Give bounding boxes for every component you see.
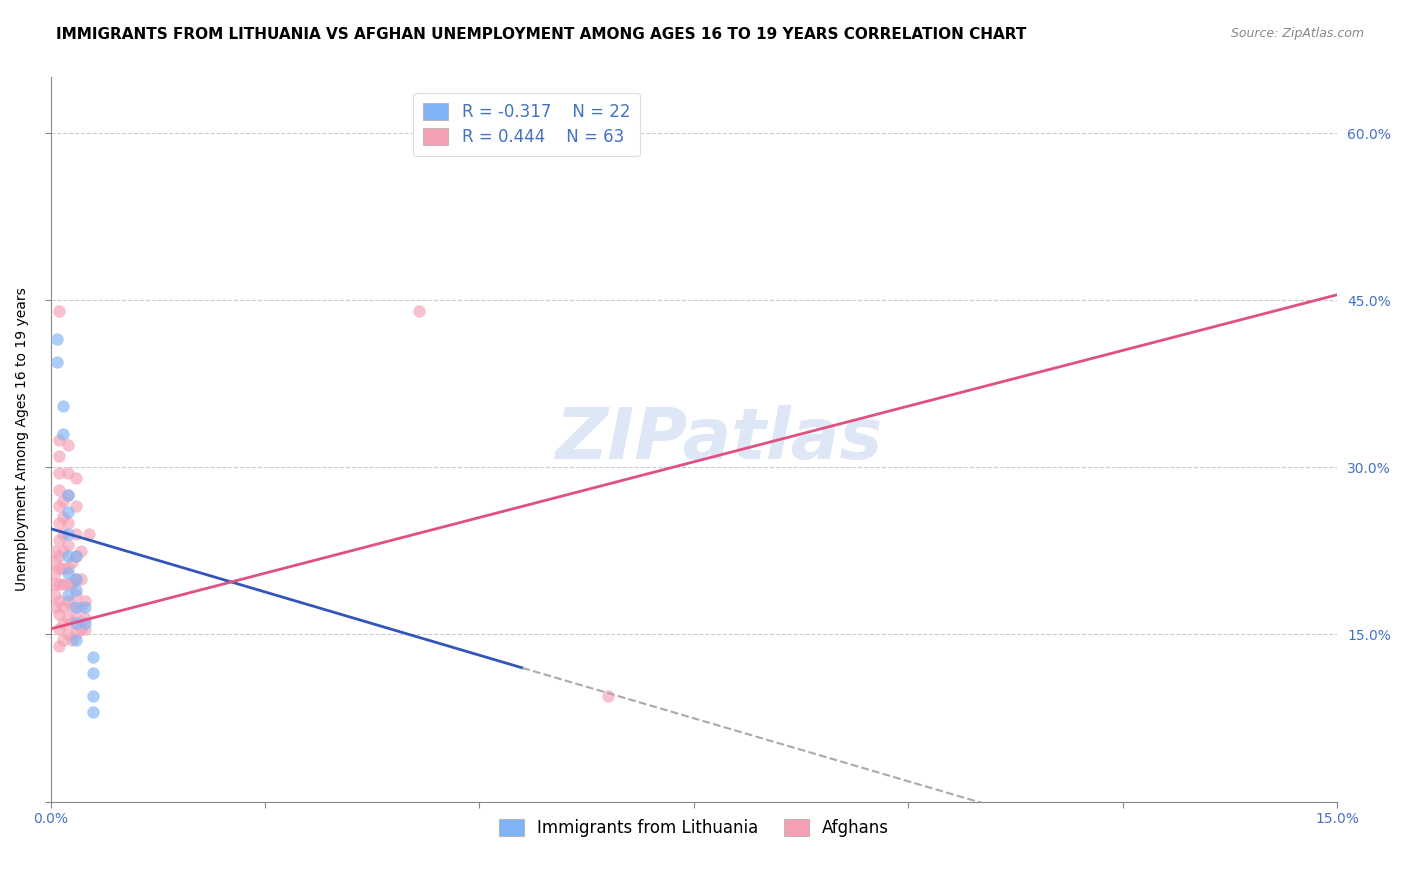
Point [65,572,87,586]
Point [52,399,75,413]
Point [65,589,87,603]
Point [56,466,79,480]
Point [65,599,87,614]
Point [48,549,70,564]
Point [73,594,96,608]
Point [60,616,83,631]
Point [65,611,87,625]
Point [60,577,83,591]
Point [52,599,75,614]
Point [48,639,70,653]
Point [44,589,66,603]
Point [46,332,69,346]
Point [73,616,96,631]
Point [65,616,87,631]
Point [56,516,79,530]
Point [56,527,79,541]
Point [69,599,91,614]
Point [48,466,70,480]
Text: ZIPatlas: ZIPatlas [555,405,883,474]
Point [52,510,75,524]
Point [408,304,430,318]
Point [48,516,70,530]
Point [65,549,87,564]
Point [52,426,75,441]
Point [65,500,87,514]
Point [56,505,79,519]
Point [44,599,66,614]
Point [46,354,69,368]
Point [48,594,70,608]
Point [56,589,79,603]
Point [56,560,79,574]
Point [48,622,70,636]
Point [60,633,83,648]
Point [598,689,620,703]
Point [56,438,79,452]
Point [65,549,87,564]
Point [73,599,96,614]
Point [69,622,91,636]
Point [52,493,75,508]
Point [48,304,70,318]
Point [73,622,96,636]
Point [56,488,79,502]
Point [52,544,75,558]
Point [52,616,75,631]
Y-axis label: Unemployment Among Ages 16 to 19 years: Unemployment Among Ages 16 to 19 years [15,287,30,591]
Point [44,544,66,558]
Point [60,599,83,614]
Point [56,594,79,608]
Point [44,566,66,581]
Point [65,627,87,641]
Point [48,483,70,497]
Point [82,706,104,720]
Point [44,555,66,569]
Point [82,666,104,681]
Point [44,577,66,591]
Point [56,538,79,552]
Point [65,527,87,541]
Point [56,627,79,641]
Point [48,500,70,514]
Text: Source: ZipAtlas.com: Source: ZipAtlas.com [1230,27,1364,40]
Point [52,577,75,591]
Legend: Immigrants from Lithuania, Afghans: Immigrants from Lithuania, Afghans [492,813,896,844]
Point [48,433,70,447]
Point [60,555,83,569]
Point [56,611,79,625]
Point [48,607,70,622]
Point [69,544,91,558]
Point [65,582,87,597]
Point [56,549,79,564]
Point [73,611,96,625]
Point [56,566,79,581]
Point [56,577,79,591]
Point [82,689,104,703]
Text: IMMIGRANTS FROM LITHUANIA VS AFGHAN UNEMPLOYMENT AMONG AGES 16 TO 19 YEARS CORRE: IMMIGRANTS FROM LITHUANIA VS AFGHAN UNEM… [56,27,1026,42]
Point [82,649,104,664]
Point [48,577,70,591]
Point [65,471,87,485]
Point [69,572,91,586]
Point [56,488,79,502]
Point [52,560,75,574]
Point [48,533,70,547]
Point [48,560,70,574]
Point [77,527,100,541]
Point [52,633,75,648]
Point [65,572,87,586]
Point [65,633,87,648]
Point [48,449,70,463]
Point [52,527,75,541]
